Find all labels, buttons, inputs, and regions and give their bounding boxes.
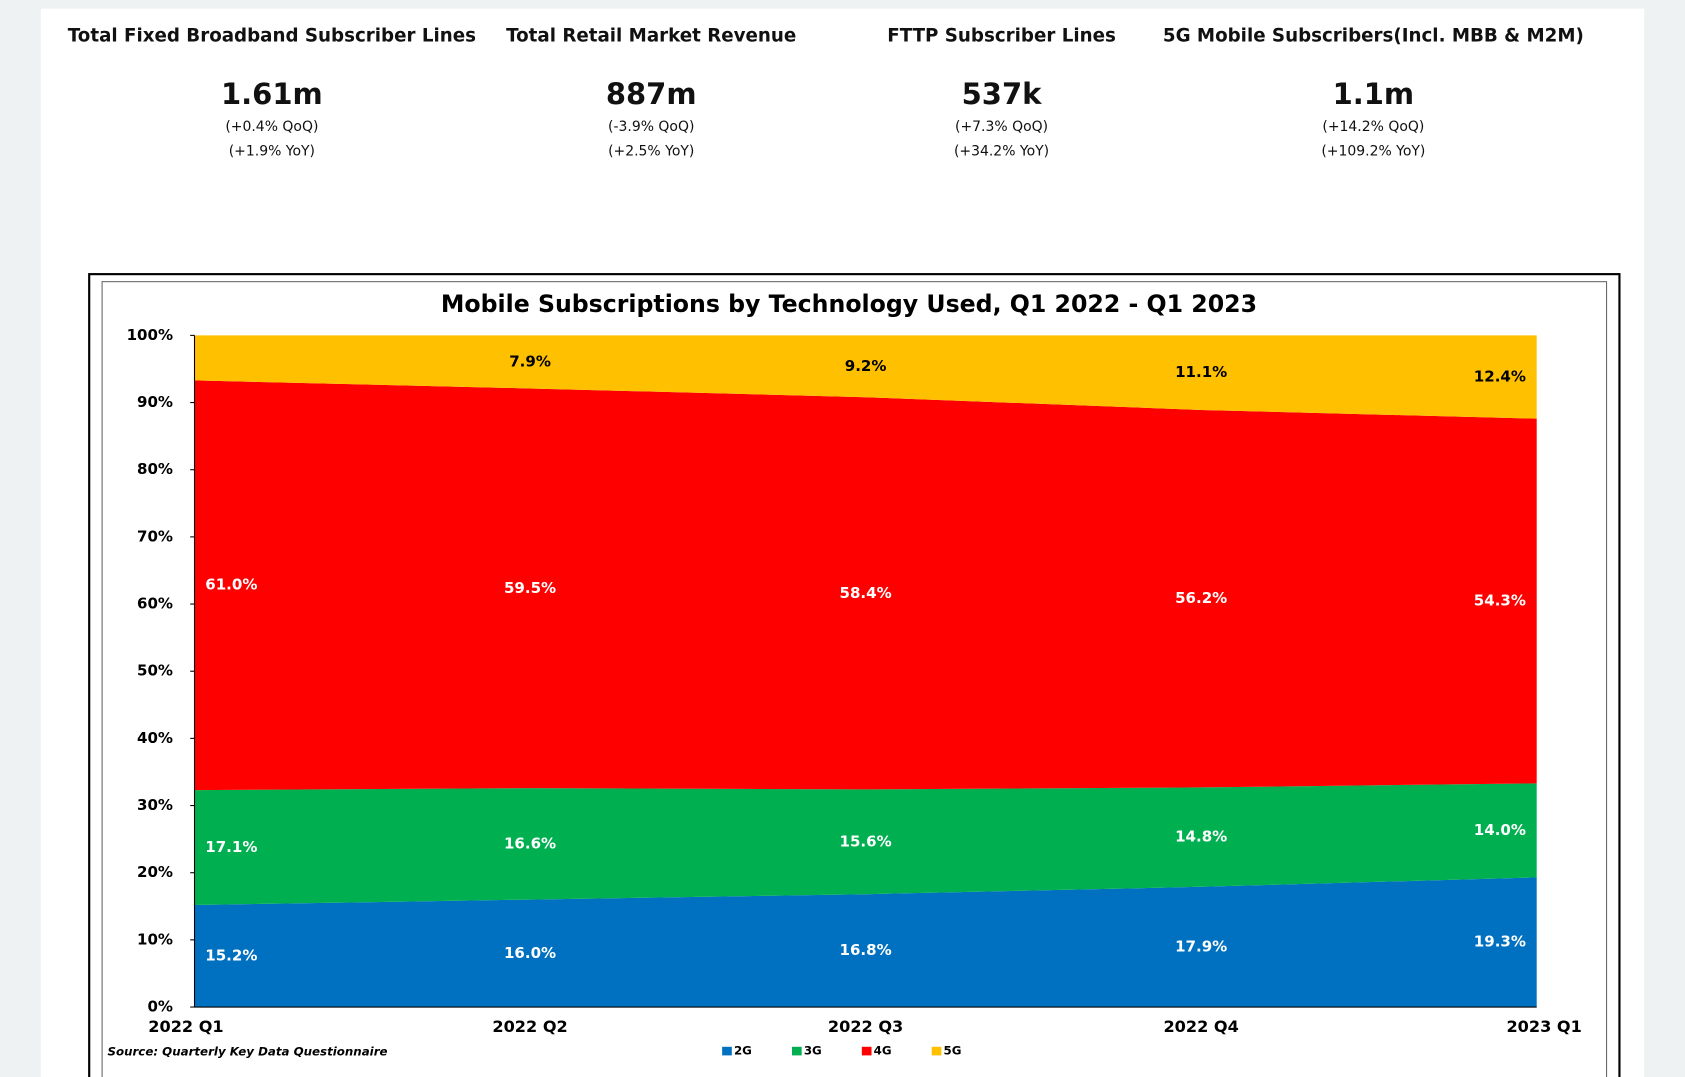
legend-label: 3G <box>804 1044 822 1058</box>
kpi-qoq: (+7.3% QoQ) <box>955 119 1048 135</box>
kpi-yoy: (+109.2% YoY) <box>1321 144 1425 160</box>
data-label: 7.9% <box>509 352 551 370</box>
y-tick-label: 70% <box>137 527 173 545</box>
y-tick-label: 50% <box>137 662 173 680</box>
data-label: 14.0% <box>1474 821 1526 839</box>
data-label: 16.0% <box>504 944 556 962</box>
area-4g <box>194 380 1537 791</box>
kpi-title: 5G Mobile Subscribers(Incl. MBB & M2M) <box>1163 26 1584 47</box>
data-label: 58.4% <box>840 584 892 602</box>
legend-label: 2G <box>734 1044 752 1058</box>
area-2g <box>194 877 1537 1008</box>
data-label: 11.1% <box>1175 363 1227 381</box>
legend-swatch <box>861 1046 872 1056</box>
legend-swatch <box>931 1046 942 1056</box>
x-tick-label: 2022 Q1 <box>148 1017 223 1036</box>
kpi-qoq: (+14.2% QoQ) <box>1322 119 1424 135</box>
data-label: 54.3% <box>1474 592 1526 610</box>
y-tick-label: 20% <box>137 863 173 881</box>
data-label: 19.3% <box>1474 933 1526 951</box>
data-label: 56.2% <box>1175 589 1227 607</box>
data-label: 61.0% <box>205 576 257 594</box>
legend-label: 4G <box>874 1044 892 1058</box>
chart-inner-frame <box>101 281 1608 1077</box>
kpi-value: 1.1m <box>1333 77 1415 111</box>
y-tick-label: 90% <box>137 393 173 411</box>
kpi-title: Total Retail Market Revenue <box>506 26 796 47</box>
data-label: 16.6% <box>504 834 556 852</box>
kpi-value: 1.61m <box>221 77 323 111</box>
data-label: 12.4% <box>1474 368 1526 386</box>
data-label: 9.2% <box>845 357 887 375</box>
kpi-yoy: (+2.5% YoY) <box>608 144 694 160</box>
data-label: 59.5% <box>504 579 556 597</box>
x-tick-label: 2022 Q2 <box>492 1017 567 1036</box>
data-label: 15.2% <box>205 946 257 964</box>
area-5g <box>194 335 1537 419</box>
kpi-yoy: (+1.9% YoY) <box>229 144 315 160</box>
y-tick-label: 40% <box>137 729 173 747</box>
x-tick-label: 2022 Q4 <box>1163 1017 1238 1036</box>
data-label: 15.6% <box>840 832 892 850</box>
data-label: 17.1% <box>205 838 257 856</box>
kpi-yoy: (+34.2% YoY) <box>954 144 1049 160</box>
data-label: 17.9% <box>1175 937 1227 955</box>
area-3g <box>194 783 1537 905</box>
chart-title: Mobile Subscriptions by Technology Used,… <box>441 290 1257 318</box>
y-tick-label: 60% <box>137 595 173 613</box>
y-tick-label: 30% <box>137 796 173 814</box>
x-tick-label: 2022 Q3 <box>828 1017 903 1036</box>
x-tick-label: 2023 Q1 <box>1506 1017 1581 1036</box>
kpi-title: Total Fixed Broadband Subscriber Lines <box>68 26 476 47</box>
y-tick-label: 80% <box>137 460 173 478</box>
legend-swatch <box>791 1046 802 1056</box>
kpi-value: 537k <box>962 77 1043 111</box>
source-note: Source: Quarterly Key Data Questionnaire <box>107 1045 387 1059</box>
data-label: 16.8% <box>840 941 892 959</box>
y-tick-label: 10% <box>137 930 173 948</box>
kpi-title: FTTP Subscriber Lines <box>887 26 1116 47</box>
y-tick-label: 100% <box>127 326 173 344</box>
kpi-value: 887m <box>606 77 697 111</box>
y-tick-label: 0% <box>147 998 173 1016</box>
kpi-qoq: (+0.4% QoQ) <box>225 119 318 135</box>
legend-swatch <box>722 1046 732 1056</box>
legend-label: 5G <box>944 1044 962 1058</box>
data-label: 14.8% <box>1175 828 1227 846</box>
kpi-qoq: (-3.9% QoQ) <box>608 119 694 135</box>
